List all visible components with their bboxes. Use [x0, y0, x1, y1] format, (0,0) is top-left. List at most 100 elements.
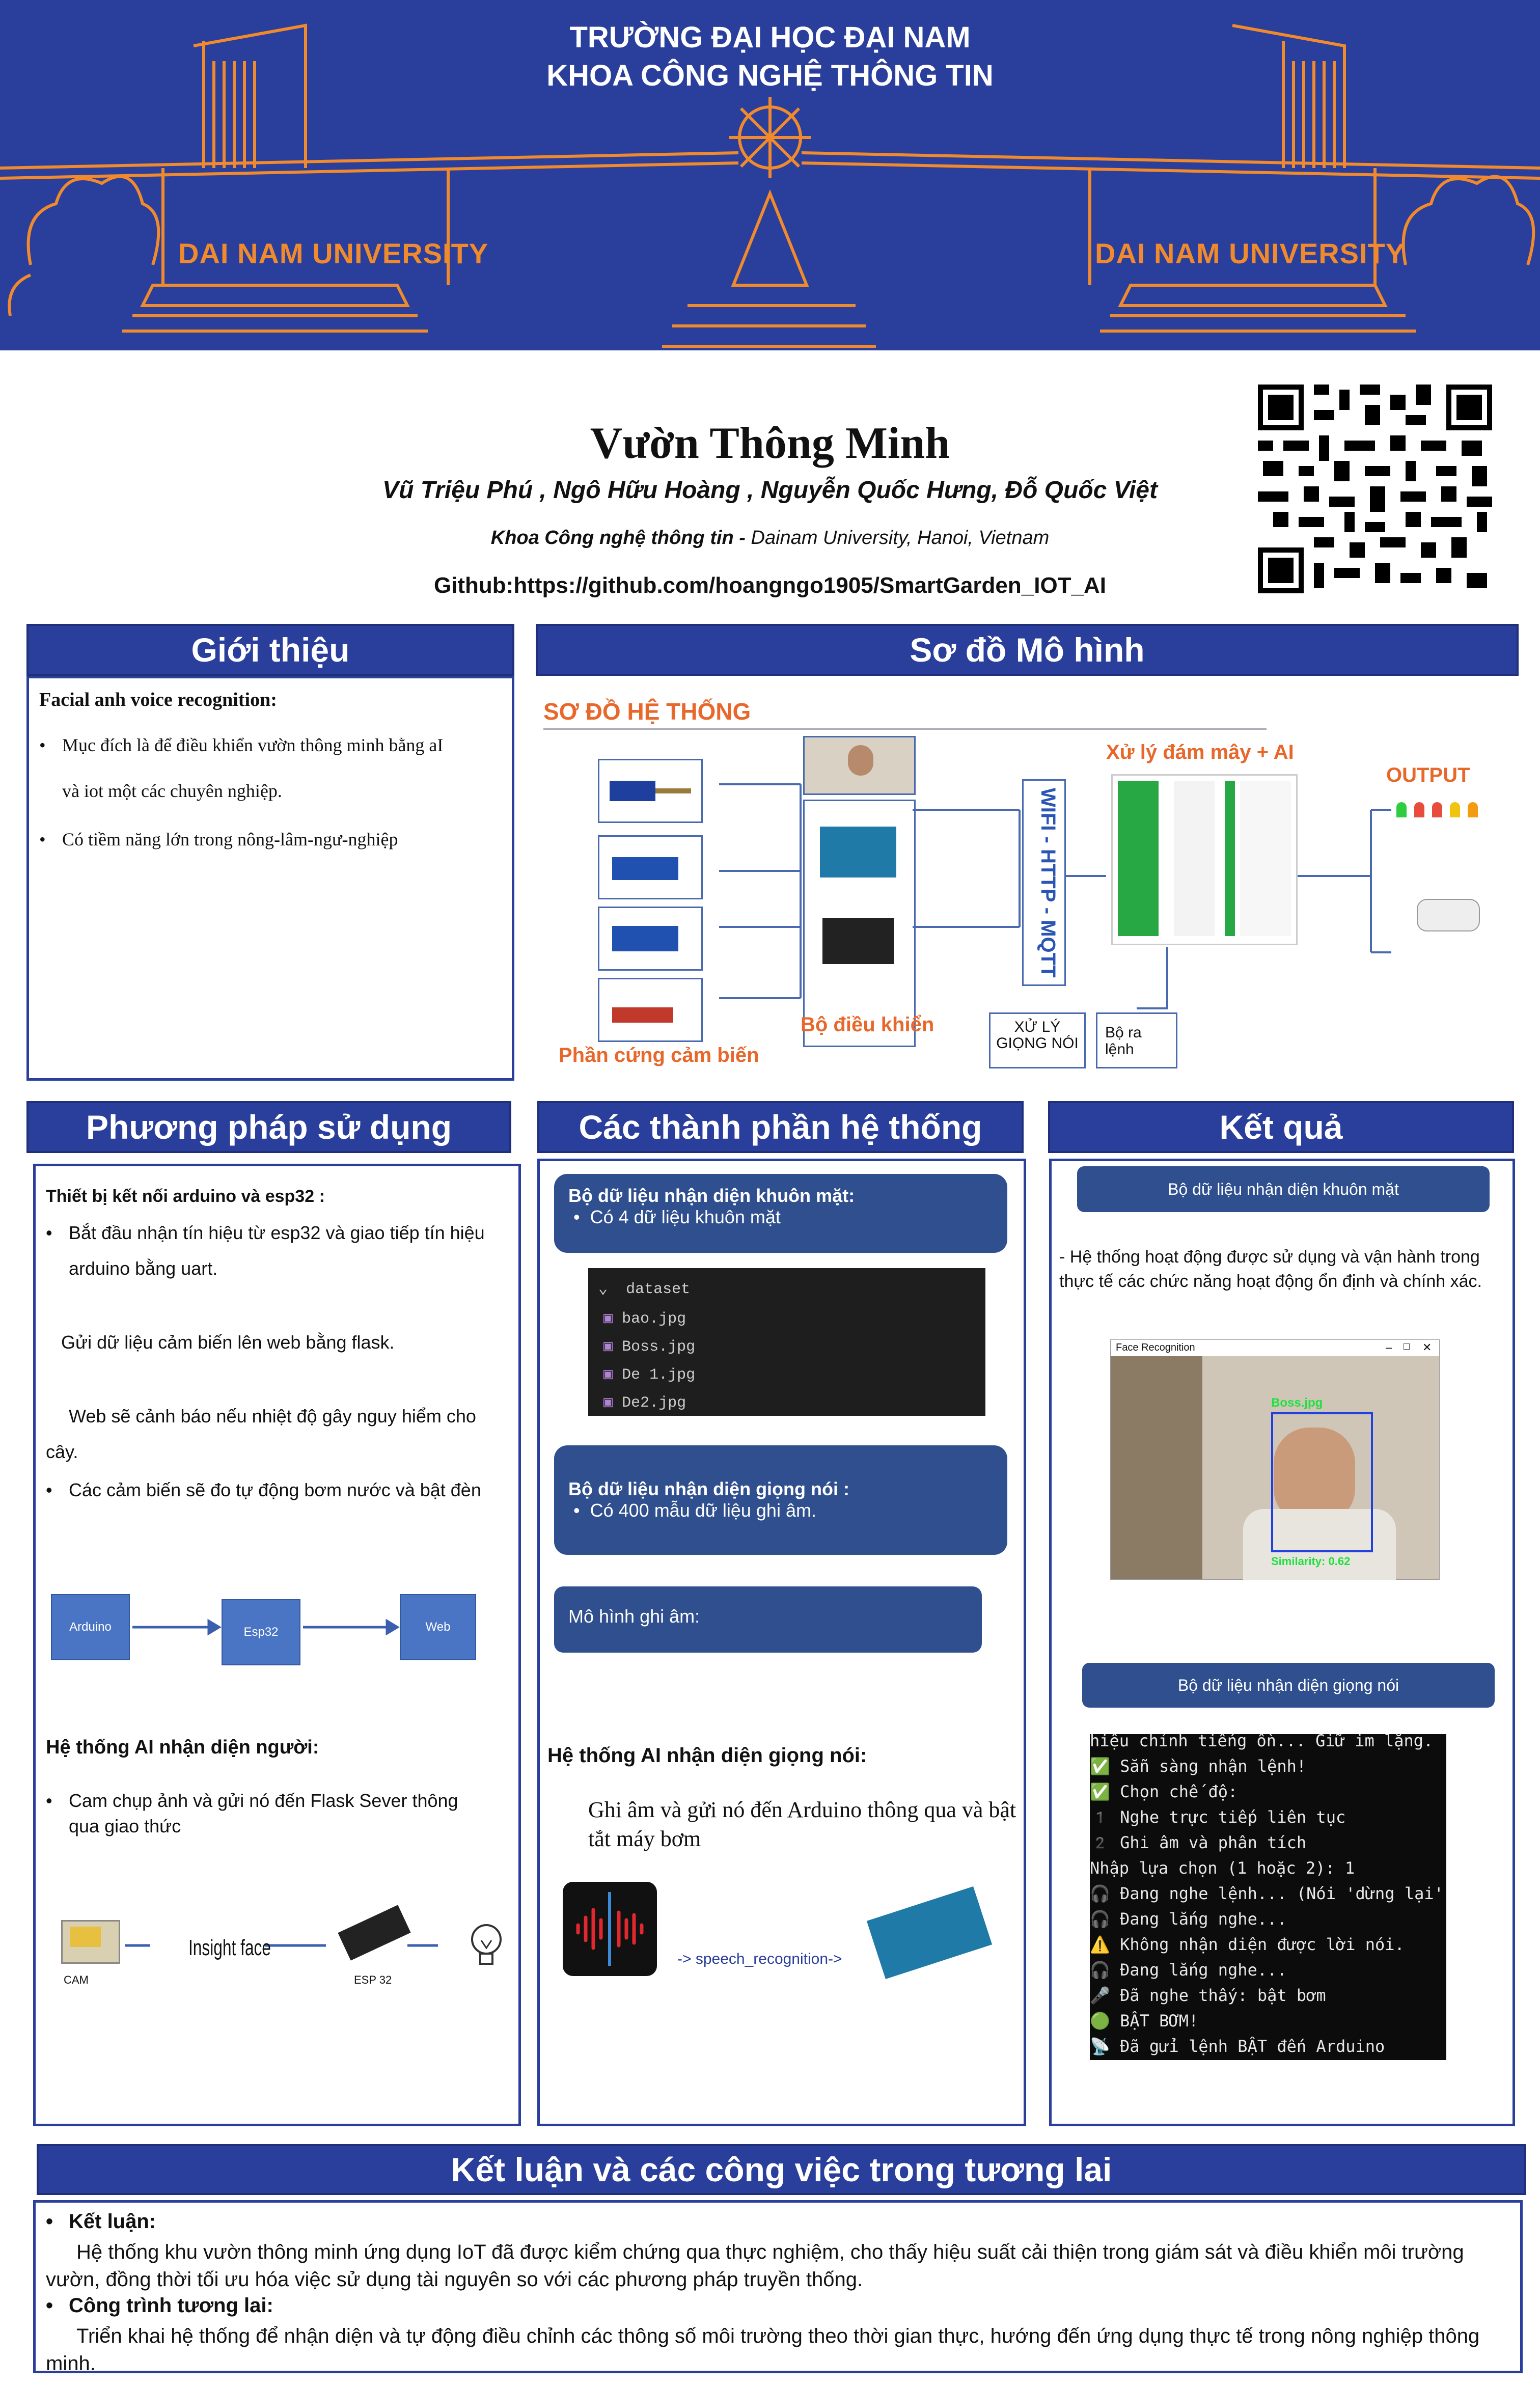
- voice-card-item-text: Có 400 mẫu dữ liệu ghi âm.: [590, 1500, 816, 1521]
- method-b3b: qua giao thức: [69, 1816, 181, 1836]
- method-p3a: Web sẽ cảnh báo nếu nhiệt độ gây nguy hi…: [69, 1406, 476, 1427]
- flow-arrows: [125, 1619, 438, 1947]
- conclusion-dot-2: •: [46, 2294, 53, 2317]
- components-heading: Các thành phần hệ thống: [537, 1101, 1024, 1153]
- voice-dataset-card: Bộ dữ liệu nhận diện giọng nói : • Có 40…: [554, 1445, 1007, 1555]
- insight-face-label: Insight face: [188, 1935, 271, 1960]
- intro-bullet-dot-2: •: [39, 829, 46, 849]
- file-name: Boss.jpg: [622, 1338, 696, 1356]
- terminal-line: 🎤 Đã nghe thấy: bật bơm: [1090, 1986, 1326, 2005]
- cloud-label: Xử lý đám mây + AI: [1106, 741, 1294, 763]
- voice-dataset-button[interactable]: Bộ dữ liệu nhận diện giọng nói: [1082, 1663, 1495, 1708]
- image-file-icon: ▣: [603, 1338, 613, 1356]
- conclusion-h2: Công trình tương lai:: [69, 2294, 273, 2317]
- intro-bullet-dot-1: •: [39, 735, 46, 755]
- method-p2: Gửi dữ liệu cảm biến lên web bằng flask.: [61, 1332, 395, 1353]
- method-subtitle-1: Thiết bị kết nối arduino và esp32 :: [46, 1187, 325, 1206]
- terminal-line: 🎧 Đang lắng nghe...: [1090, 1909, 1287, 1929]
- temperature-sensor-image: [598, 835, 703, 899]
- output-label: OUTPUT: [1386, 764, 1470, 786]
- lightbulb-icon: [471, 1924, 502, 1965]
- esp32-board-image: [822, 918, 894, 964]
- image-file-icon: ▣: [603, 1310, 613, 1328]
- file-item[interactable]: ▣ Boss.jpg: [603, 1337, 695, 1356]
- maximize-icon[interactable]: □: [1404, 1341, 1410, 1352]
- system-diagram-label: SƠ ĐỒ HỆ THỐNG: [543, 698, 751, 725]
- university-name: TRƯỜNG ĐẠI HỌC ĐẠI NAM: [569, 21, 971, 54]
- led-image: [1386, 792, 1508, 868]
- file-name: De2.jpg: [622, 1394, 686, 1412]
- results-panel: Bộ dữ liệu nhận diện khuôn mặt - Hệ thốn…: [1049, 1159, 1515, 2126]
- file-item[interactable]: ▣ De 1.jpg: [603, 1365, 695, 1384]
- terminal-lines: hiệu chỉnh tiếng ồn... Giữ im lặng. ✅ Sẵn…: [1090, 1734, 1446, 2059]
- computer-icon: [61, 1920, 120, 1964]
- method-heading: Phương pháp sử dụng: [26, 1101, 511, 1153]
- file-name: De 1.jpg: [622, 1366, 696, 1384]
- banner: TRƯỜNG ĐẠI HỌC ĐẠI NAM KHOA CÔNG NGHỆ TH…: [0, 0, 1540, 350]
- sensor-label: Phần cứng cảm biến: [559, 1044, 759, 1066]
- image-file-icon: ▣: [603, 1394, 613, 1412]
- method-dot-3: •: [46, 1790, 52, 1811]
- method-dot-1: •: [46, 1222, 52, 1243]
- face-bounding-box: [1271, 1412, 1373, 1552]
- file-item[interactable]: ▣ De2.jpg: [603, 1393, 686, 1412]
- method-b3a: Cam chụp ảnh và gửi nó đến Flask Sever t…: [69, 1790, 458, 1811]
- components-panel: Bộ dữ liệu nhận diện khuôn mặt: • Có 4 d…: [537, 1159, 1026, 2126]
- terminal-line: ⚠️ Không nhận diện được lời nói.: [1090, 1935, 1405, 1954]
- arduino-board-image: [820, 827, 896, 877]
- record-model-title: Mô hình ghi âm:: [568, 1606, 700, 1627]
- cam-label: CAM: [64, 1973, 89, 1986]
- system-diagram: SƠ ĐỒ HỆ THỐNG Phần cứng cảm biến: [536, 682, 1519, 1075]
- wifi-column: WIFI - HTTP - MQTT: [1022, 779, 1066, 986]
- terminal-line: 1️ Nghe trực tiếp liên tục: [1090, 1807, 1346, 1827]
- minimize-icon[interactable]: –: [1386, 1341, 1392, 1354]
- method-panel: Thiết bị kết nối arduino và esp32 : • Bắ…: [33, 1164, 521, 2126]
- conclusion-p2: Triển khai hệ thống để nhận diện và tự đ…: [46, 2325, 1480, 2375]
- file-name: bao.jpg: [622, 1310, 686, 1328]
- brand-left: DAI NAM UNIVERSITY: [178, 237, 489, 269]
- flow-arduino: Arduino: [51, 1594, 130, 1660]
- record-model-card: Mô hình ghi âm:: [554, 1586, 982, 1653]
- method-dot-2: •: [46, 1479, 52, 1500]
- intro-bullet-1b: và iot một các chuyên nghiệp.: [62, 781, 282, 801]
- voice-card-item: • Có 400 mẫu dữ liệu ghi âm.: [573, 1500, 816, 1521]
- results-heading: Kết quả: [1048, 1101, 1514, 1153]
- github-link[interactable]: Github:https://github.com/hoangngo1905/S…: [433, 573, 1107, 598]
- dataset-explorer: ⌄ dataset ▣ bao.jpg ▣ Boss.jpg ▣ De 1.jp…: [588, 1268, 985, 1416]
- terminal-line: Nhập lựa chọn (1 hoặc 2): 1: [1090, 1858, 1355, 1878]
- conclusion-p1: Hệ thống khu vườn thông minh ứng dụng Io…: [46, 2241, 1464, 2291]
- camera-feed: Boss.jpg Similarity: 0.62: [1111, 1356, 1439, 1580]
- diagram-divider: [543, 728, 1267, 730]
- conclusion-panel: • Kết luận: Hệ thống khu vườn thông minh…: [33, 2200, 1523, 2375]
- terminal-line: hiệu chỉnh tiếng ồn... Giữ im lặng.: [1090, 1734, 1434, 1750]
- brand-right: DAI NAM UNIVERSITY: [1095, 237, 1406, 269]
- dashboard-screenshot: [1111, 774, 1298, 945]
- intro-subtitle: Facial anh voice recognition:: [39, 689, 277, 710]
- conclusion-dot-1: •: [46, 2210, 53, 2233]
- command-box: Bộ ra lệnh: [1096, 1012, 1177, 1068]
- method-b1a: Bắt đầu nhận tín hiệu từ esp32 và giao t…: [69, 1222, 485, 1243]
- method-subtitle-2: Hệ thống AI nhận diện người:: [46, 1737, 319, 1758]
- face-card-item: • Có 4 dữ liệu khuôn mặt: [573, 1206, 781, 1227]
- dataset-folder[interactable]: ⌄ dataset: [598, 1281, 691, 1298]
- close-icon[interactable]: ✕: [1422, 1341, 1432, 1354]
- voice-card-title: Bộ dữ liệu nhận diện giọng nói :: [568, 1478, 850, 1499]
- terminal-line: 🟢 BẬT BƠM!: [1090, 2011, 1199, 2031]
- voice-recorder-icon: [563, 1882, 657, 1976]
- terminal-line: 🎧 Đang lắng nghe...: [1090, 1960, 1287, 1980]
- face-dataset-card: Bộ dữ liệu nhận diện khuôn mặt: • Có 4 d…: [554, 1174, 1007, 1253]
- voice-terminal: hiệu chỉnh tiếng ồn... Giữ im lặng. ✅ Sẵn…: [1090, 1734, 1446, 2060]
- conclusion-h1: Kết luận:: [69, 2210, 156, 2233]
- image-file-icon: ▣: [603, 1366, 613, 1384]
- terminal-line: ✅ Chọn chế độ:: [1090, 1782, 1238, 1801]
- soil-sensor-image: [598, 759, 703, 823]
- water-level-sensor-image: [598, 978, 703, 1042]
- window-title: Face Recognition: [1116, 1342, 1195, 1353]
- speech-flow: -> speech_recognition->: [677, 1951, 842, 1967]
- file-item[interactable]: ▣ bao.jpg: [603, 1309, 686, 1328]
- face-card-title: Bộ dữ liệu nhận diện khuôn mặt:: [568, 1185, 855, 1206]
- face-dataset-button[interactable]: Bộ dữ liệu nhận diện khuôn mặt: [1077, 1166, 1490, 1212]
- voice-ai-text: Ghi âm và gửi nó đến Arduino thông qua v…: [588, 1797, 1016, 1852]
- conclusion-heading: Kết luận và các công việc trong tương la…: [37, 2144, 1526, 2195]
- flow-esp32: Esp32: [222, 1599, 300, 1665]
